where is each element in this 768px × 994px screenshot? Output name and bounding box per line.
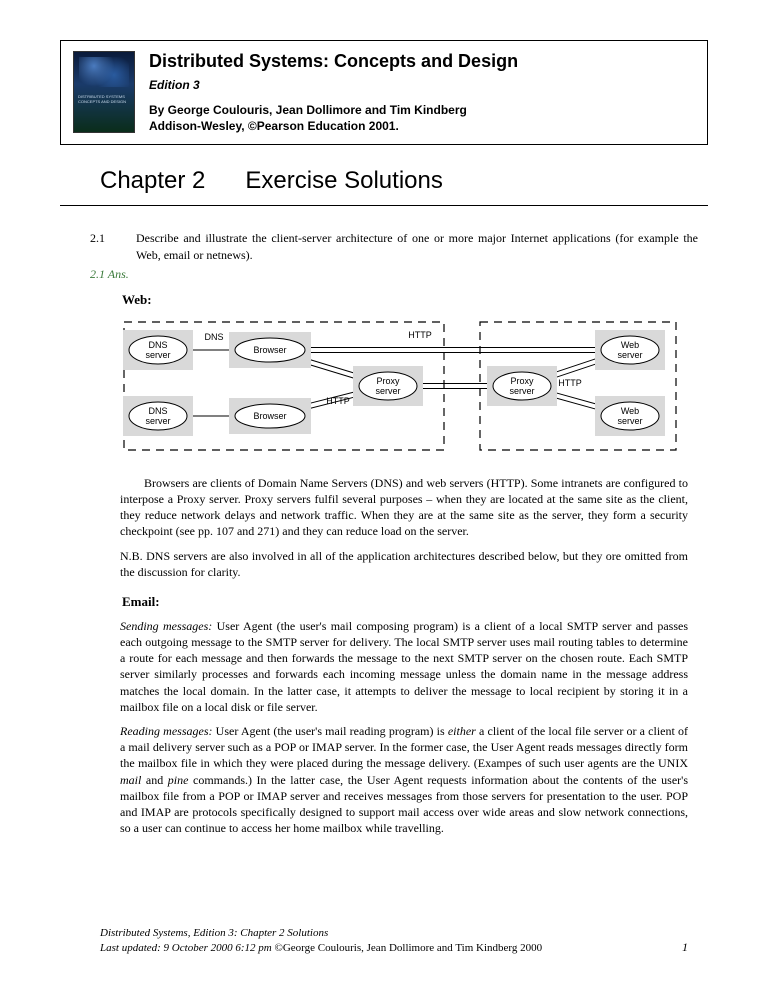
book-cover-image: DISTRIBUTED SYSTEMS CONCEPTS AND DESIGN [73, 51, 135, 133]
web-paragraph-2: N.B. DNS servers are also involved in al… [120, 548, 688, 580]
reading-text-c: and [141, 773, 167, 787]
page-number: 1 [682, 940, 688, 955]
footer-title: Distributed Systems, Edition 3: Chapter … [100, 927, 328, 939]
pine-word: pine [168, 773, 189, 787]
svg-text:Browser: Browser [253, 345, 286, 355]
chapter-number: Chapter 2 [100, 167, 205, 194]
sending-text: User Agent (the user's mail composing pr… [120, 619, 688, 714]
svg-text:HTTP: HTTP [326, 396, 350, 406]
header-box: DISTRIBUTED SYSTEMS CONCEPTS AND DESIGN … [60, 40, 708, 145]
authors: By George Coulouris, Jean Dollimore and … [149, 102, 518, 134]
page: DISTRIBUTED SYSTEMS CONCEPTS AND DESIGN … [0, 0, 768, 985]
svg-text:server: server [617, 416, 642, 426]
svg-text:server: server [145, 416, 170, 426]
book-cover-text: DISTRIBUTED SYSTEMS CONCEPTS AND DESIGN [78, 94, 130, 104]
web-paragraph-1: Browsers are clients of Domain Name Serv… [120, 475, 688, 540]
authors-line1: By George Coulouris, Jean Dollimore and … [149, 103, 467, 117]
header-text: Distributed Systems: Concepts and Design… [149, 51, 518, 134]
svg-text:Browser: Browser [253, 411, 286, 421]
footer-left: Distributed Systems, Edition 3: Chapter … [100, 926, 542, 955]
svg-text:Proxy: Proxy [376, 376, 400, 386]
question-number: 2.1 [90, 230, 116, 262]
mail-word: mail [120, 773, 141, 787]
reading-text-d: commands.) In the latter case, the User … [120, 773, 688, 836]
web-architecture-diagram: DNSHTTPHTTPHTTPDNSserverDNSserverBrowser… [120, 316, 708, 461]
svg-text:Web: Web [621, 340, 639, 350]
email-reading-paragraph: Reading messages: User Agent (the user's… [120, 723, 688, 836]
question-row: 2.1 Describe and illustrate the client-s… [90, 230, 698, 262]
svg-text:HTTP: HTTP [558, 378, 582, 388]
footer-updated: Last updated: 9 October 2000 6:12 pm [100, 942, 274, 954]
svg-text:server: server [509, 386, 534, 396]
chapter-heading: Exercise Solutions [245, 167, 442, 194]
svg-text:Proxy: Proxy [510, 376, 534, 386]
either-word: either [448, 724, 476, 738]
reading-text-a: User Agent (the user's mail reading prog… [213, 724, 448, 738]
web-section-label: Web: [122, 292, 708, 308]
horizontal-rule [60, 205, 708, 206]
page-footer: Distributed Systems, Edition 3: Chapter … [60, 926, 708, 955]
svg-text:DNS: DNS [148, 406, 167, 416]
edition-label: Edition 3 [149, 78, 518, 92]
diagram-svg: DNSHTTPHTTPHTTPDNSserverDNSserverBrowser… [120, 316, 680, 456]
footer-copyright: ©George Coulouris, Jean Dollimore and Ti… [274, 942, 542, 954]
chapter-title: Chapter 2 Exercise Solutions [100, 167, 708, 195]
answer-label: 2.1 Ans. [90, 267, 708, 282]
question-text: Describe and illustrate the client-serve… [136, 230, 698, 262]
sending-label: Sending messages: [120, 619, 212, 633]
svg-text:server: server [375, 386, 400, 396]
book-title: Distributed Systems: Concepts and Design [149, 51, 518, 72]
authors-line2: Addison-Wesley, ©Pearson Education 2001. [149, 119, 399, 133]
svg-text:server: server [145, 350, 170, 360]
svg-text:DNS: DNS [204, 332, 223, 342]
email-sending-paragraph: Sending messages: User Agent (the user's… [120, 618, 688, 715]
svg-text:Web: Web [621, 406, 639, 416]
svg-text:server: server [617, 350, 642, 360]
cover-line2: CONCEPTS AND DESIGN [78, 99, 126, 104]
svg-text:DNS: DNS [148, 340, 167, 350]
email-section-label: Email: [122, 594, 708, 610]
reading-label: Reading messages: [120, 724, 213, 738]
svg-text:HTTP: HTTP [408, 330, 432, 340]
